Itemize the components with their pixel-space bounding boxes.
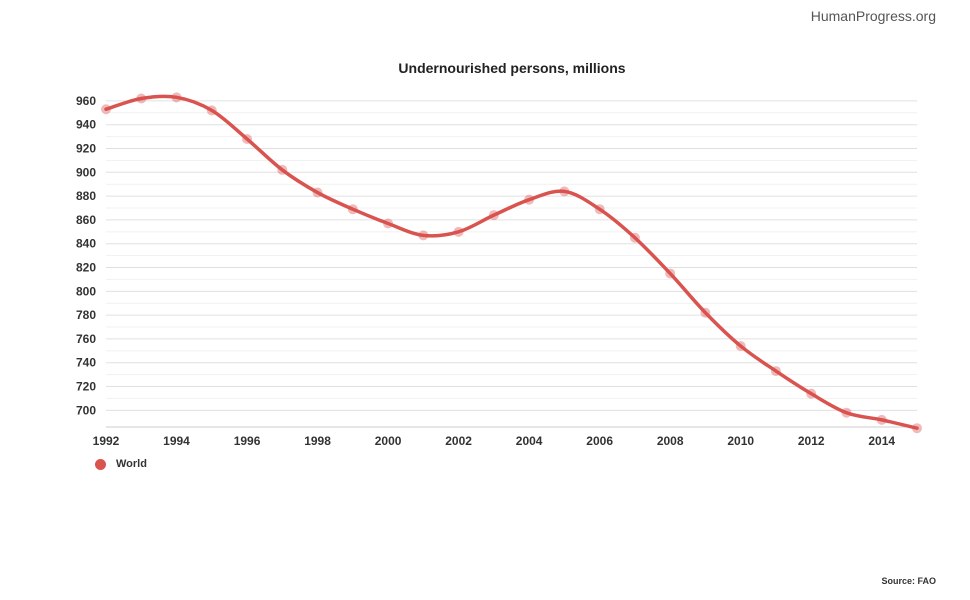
x-tick-label: 2004 <box>516 434 543 448</box>
y-tick-label: 800 <box>76 284 96 298</box>
y-tick-label: 960 <box>76 94 96 108</box>
data-point-2008[interactable] <box>665 268 676 279</box>
x-tick-label: 1994 <box>163 434 190 448</box>
y-tick-label: 880 <box>76 189 96 203</box>
data-point-2009[interactable] <box>700 307 711 318</box>
data-point-1995[interactable] <box>206 105 217 116</box>
x-tick-label: 2010 <box>727 434 754 448</box>
data-point-1993[interactable] <box>136 93 147 104</box>
data-point-2006[interactable] <box>594 204 605 215</box>
data-point-2010[interactable] <box>735 341 746 352</box>
x-tick-label: 2002 <box>445 434 472 448</box>
legend-swatch-world <box>95 458 106 470</box>
y-tick-label: 720 <box>76 380 96 394</box>
data-point-2003[interactable] <box>488 210 499 221</box>
data-point-2000[interactable] <box>383 218 394 229</box>
data-point-2011[interactable] <box>770 366 781 377</box>
y-tick-label: 820 <box>76 261 96 275</box>
data-point-1996[interactable] <box>242 133 253 144</box>
brand-label: HumanProgress.org <box>810 8 936 24</box>
data-point-2005[interactable] <box>559 186 570 197</box>
data-point-1998[interactable] <box>312 187 323 198</box>
data-point-1992[interactable] <box>101 104 111 115</box>
y-tick-label: 920 <box>76 142 96 156</box>
legend-label-world: World <box>116 458 147 470</box>
series-line-world <box>104 94 919 430</box>
x-tick-label: 1998 <box>304 434 331 448</box>
x-tick-label: 2006 <box>586 434 613 448</box>
y-tick-label: 840 <box>76 237 96 251</box>
x-tick-label: 2014 <box>868 434 895 448</box>
y-tick-label: 780 <box>76 308 96 322</box>
chart-title: Undernourished persons, millions <box>398 60 626 76</box>
x-tick-label: 2012 <box>798 434 825 448</box>
x-tick-label: 1996 <box>234 434 261 448</box>
y-tick-label: 940 <box>76 118 96 132</box>
y-tick-label: 860 <box>76 213 96 227</box>
x-tick-label: 1992 <box>93 434 120 448</box>
series-world <box>101 92 922 434</box>
data-point-2014[interactable] <box>876 414 887 425</box>
source-note: Source: FAO <box>881 576 936 586</box>
data-point-1999[interactable] <box>347 204 358 215</box>
x-tick-label: 2008 <box>657 434 684 448</box>
data-point-2013[interactable] <box>841 407 852 418</box>
data-point-2012[interactable] <box>806 388 817 399</box>
y-tick-label: 700 <box>76 403 96 417</box>
data-point-2004[interactable] <box>524 194 535 205</box>
y-tick-label: 900 <box>76 165 96 179</box>
data-point-1994[interactable] <box>171 92 182 103</box>
grid-lines <box>106 100 917 411</box>
data-point-2001[interactable] <box>418 230 429 241</box>
data-point-1997[interactable] <box>277 164 288 175</box>
data-point-2002[interactable] <box>453 226 464 237</box>
data-point-2015[interactable] <box>912 423 922 434</box>
y-tick-label: 760 <box>76 332 96 346</box>
y-tick-label: 740 <box>76 356 96 370</box>
x-axis: 1992 1994 1996 1998 2000 2002 2004 2006 2008 2010… <box>93 426 917 448</box>
x-tick-label: 2000 <box>375 434 402 448</box>
legend: World <box>95 458 147 470</box>
y-axis: 960 940 920 900 880 860 840 820 800 780 760 740 720 7… <box>76 94 96 417</box>
data-point-2007[interactable] <box>629 232 640 243</box>
